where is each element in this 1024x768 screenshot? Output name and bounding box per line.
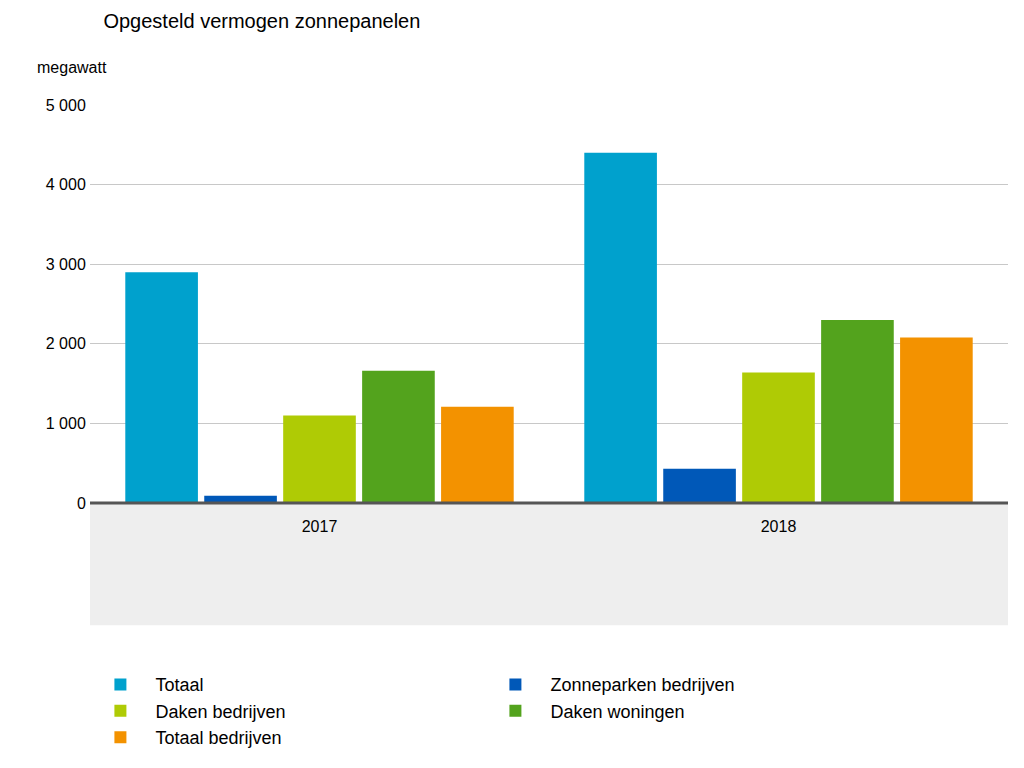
svg-text:Totaal: Totaal <box>155 675 203 695</box>
svg-text:0: 0 <box>77 495 86 512</box>
svg-text:2018: 2018 <box>761 518 797 535</box>
svg-text:Totaal bedrijven: Totaal bedrijven <box>155 728 281 748</box>
svg-text:Opgesteld vermogen zonnepanele: Opgesteld vermogen zonnepanelen <box>103 10 420 32</box>
svg-text:Zonneparken bedrijven: Zonneparken bedrijven <box>550 675 734 695</box>
svg-text:3 000: 3 000 <box>46 256 86 273</box>
svg-text:4 000: 4 000 <box>46 176 86 193</box>
svg-text:megawatt: megawatt <box>37 59 107 76</box>
svg-text:Daken bedrijven: Daken bedrijven <box>155 702 285 722</box>
svg-text:2017: 2017 <box>302 518 338 535</box>
svg-text:1 000: 1 000 <box>46 415 86 432</box>
svg-text:5 000: 5 000 <box>46 97 86 114</box>
svg-text:2 000: 2 000 <box>46 335 86 352</box>
svg-text:Daken woningen: Daken woningen <box>550 702 684 722</box>
